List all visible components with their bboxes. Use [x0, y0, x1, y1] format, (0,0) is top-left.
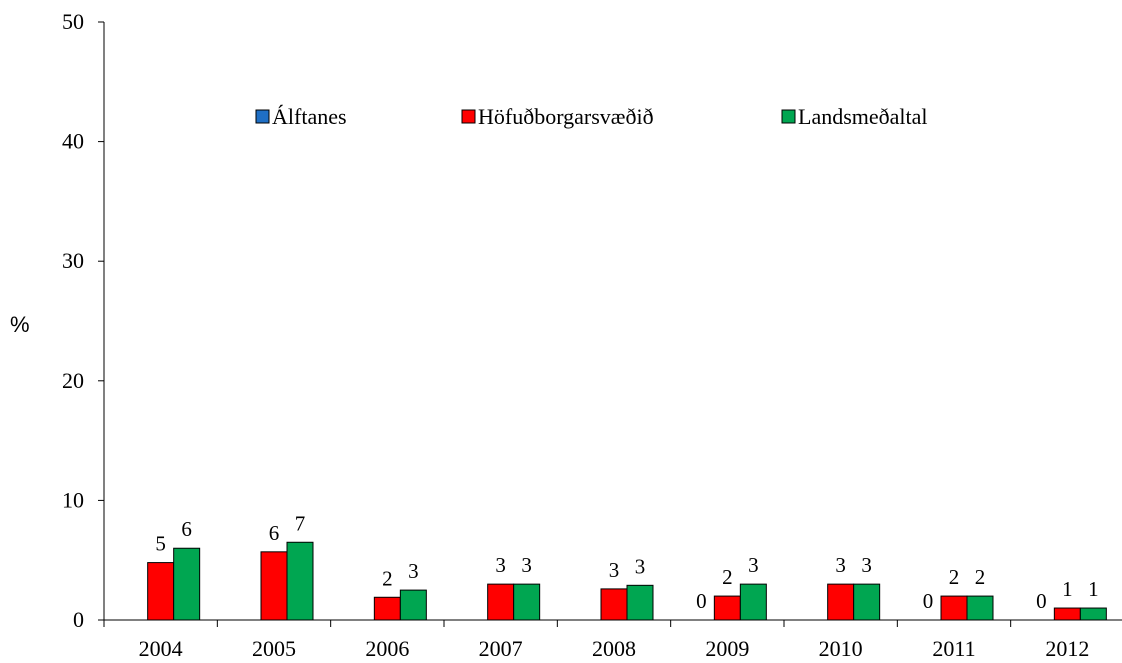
bar — [147, 562, 175, 621]
data-label: 6 — [181, 517, 192, 541]
y-tick-label: 30 — [62, 248, 84, 273]
data-label: 3 — [635, 554, 646, 578]
data-label: 1 — [1062, 577, 1073, 601]
bar — [626, 584, 654, 621]
x-tick-label: 2009 — [705, 636, 749, 661]
data-label: 0 — [1036, 589, 1047, 613]
bar — [373, 596, 401, 621]
bar — [966, 595, 994, 621]
data-label: 3 — [408, 559, 419, 583]
x-tick-label: 2010 — [819, 636, 863, 661]
legend-label: Álftanes — [272, 104, 347, 129]
bar — [713, 595, 741, 621]
x-tick-label: 2008 — [592, 636, 636, 661]
bar — [513, 583, 541, 621]
data-label: 2 — [975, 565, 986, 589]
bar — [1079, 607, 1107, 621]
legend-label: Höfuðborgarsvæðið — [478, 104, 654, 129]
x-tick-label: 2007 — [479, 636, 523, 661]
bar — [600, 588, 628, 621]
y-tick-label: 10 — [62, 487, 84, 512]
bar — [260, 551, 288, 621]
data-label: 3 — [609, 558, 620, 582]
data-label: 3 — [495, 553, 506, 577]
data-label: 0 — [923, 589, 934, 613]
data-label: 2 — [722, 565, 733, 589]
data-label: 7 — [295, 511, 306, 535]
data-label: 3 — [748, 553, 759, 577]
data-label: 6 — [269, 521, 280, 545]
bar — [173, 547, 201, 621]
data-label: 3 — [521, 553, 532, 577]
y-tick-label: 0 — [73, 607, 84, 632]
legend: Álftanes Höfuðborgarsvæðið Landsmeðaltal — [255, 104, 928, 129]
y-axis-label: % — [10, 312, 30, 337]
legend-label: Landsmeðaltal — [798, 104, 928, 129]
legend-swatch — [461, 109, 476, 124]
x-tick-label: 2004 — [139, 636, 183, 661]
y-tick-label: 50 — [62, 9, 84, 34]
data-label: 3 — [835, 553, 846, 577]
data-label: 5 — [155, 532, 166, 556]
bar — [286, 541, 314, 621]
bar — [1053, 607, 1081, 621]
data-label: 1 — [1088, 577, 1099, 601]
y-tick-label: 40 — [62, 129, 84, 154]
data-label: 2 — [382, 566, 393, 590]
legend-swatch — [781, 109, 796, 124]
bar — [399, 589, 427, 621]
data-label: 2 — [949, 565, 960, 589]
x-tick-label: 2005 — [252, 636, 296, 661]
legend-swatch — [255, 109, 270, 124]
x-tick-label: 2011 — [932, 636, 975, 661]
bar — [853, 583, 881, 621]
data-label: 0 — [696, 589, 707, 613]
y-tick-label: 20 — [62, 368, 84, 393]
x-tick-label: 2012 — [1045, 636, 1089, 661]
x-tick-label: 2006 — [365, 636, 409, 661]
bar — [940, 595, 968, 621]
bar — [487, 583, 515, 621]
bar — [739, 583, 767, 621]
data-label: 3 — [861, 553, 872, 577]
bar — [827, 583, 855, 621]
